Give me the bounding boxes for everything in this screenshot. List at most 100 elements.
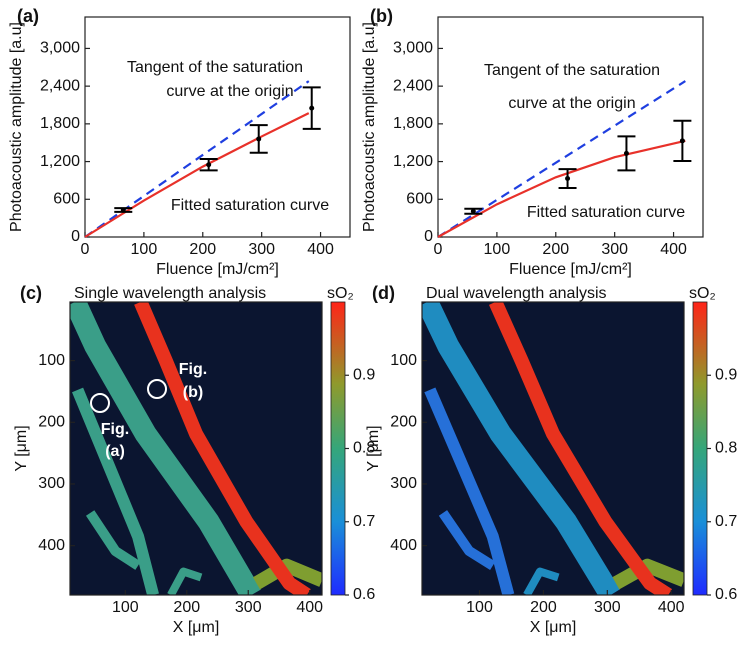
point	[309, 105, 315, 111]
y-tick-label: 100	[390, 352, 417, 369]
image-frame	[69, 301, 323, 596]
y-tick-label: 100	[38, 352, 65, 369]
x-tick-label: 200	[189, 241, 216, 258]
vessel	[252, 558, 322, 590]
colorbar	[330, 301, 346, 596]
x-tick-label: 200	[530, 599, 557, 616]
colorbar-tick-label: 0.7	[353, 513, 375, 530]
x-axis-label: X [μm]	[530, 619, 577, 636]
vessel	[438, 510, 496, 570]
colorbar	[692, 301, 708, 596]
vessel	[134, 302, 311, 595]
annotation: Tangent of the saturation	[127, 59, 303, 76]
point	[623, 150, 629, 156]
x-tick-label: 300	[594, 599, 621, 616]
y-tick-label: 0	[71, 228, 80, 245]
marker-circle	[147, 379, 167, 399]
annotation: curve at the origin	[508, 95, 635, 112]
y-tick-label: 300	[390, 475, 417, 492]
panel-label: (a)	[17, 6, 39, 26]
point	[470, 208, 476, 214]
annotation: Fitted saturation curve	[171, 197, 329, 214]
point	[565, 176, 571, 182]
fit-curve	[84, 112, 310, 238]
y-axis-label: Photoacoustic amplitude [a.u]	[361, 22, 378, 232]
y-tick-label: 2,400	[393, 77, 433, 94]
x-axis-label: X [μm]	[173, 619, 220, 636]
x-tick-label: 0	[434, 241, 443, 258]
annotation: Fitted saturation curve	[527, 204, 685, 221]
x-tick-label: 100	[131, 241, 158, 258]
y-tick-label: 400	[390, 537, 417, 554]
y-axis-label: Y [μm]	[365, 425, 382, 471]
colorbar-tick-label: 0.8	[715, 440, 737, 457]
x-tick-label: 400	[296, 599, 323, 616]
colorbar-tick-label: 0.6	[715, 586, 737, 603]
colorbar-label: sO₂	[327, 285, 354, 302]
colorbar-tick-label: 0.7	[715, 513, 737, 530]
y-tick-label: 1,200	[40, 153, 80, 170]
image-frame	[421, 301, 685, 596]
y-tick-label: 600	[406, 191, 433, 208]
panel-label: (d)	[372, 283, 395, 303]
vessel	[167, 567, 203, 595]
annotation: Fig.	[101, 421, 129, 438]
y-tick-label: 1,800	[40, 115, 80, 132]
panel-title: Single wavelength analysis	[74, 285, 266, 302]
vessel	[70, 302, 261, 595]
x-tick-label: 300	[601, 241, 628, 258]
y-tick-label: 3,000	[40, 40, 80, 57]
vessel	[424, 387, 515, 595]
colorbar-tick-label: 0.6	[353, 586, 375, 603]
y-tick-label: 300	[38, 475, 65, 492]
vessel	[422, 302, 621, 595]
colorbar-tick-label: 0.9	[353, 366, 375, 383]
colorbar-label: sO₂	[689, 285, 716, 302]
plot-frame	[84, 16, 351, 238]
y-axis-label: Y [μm]	[13, 425, 30, 471]
x-tick-label: 300	[248, 241, 275, 258]
vessel	[85, 510, 141, 570]
x-tick-label: 0	[81, 241, 90, 258]
y-tick-label: 1,200	[393, 153, 433, 170]
panel-label: (c)	[20, 283, 42, 303]
colorbar-tick-label: 0.9	[715, 366, 737, 383]
x-tick-label: 400	[307, 241, 334, 258]
vessel	[72, 387, 159, 595]
y-axis-label: Photoacoustic amplitude [a.u]	[8, 22, 25, 232]
vessel	[488, 302, 673, 595]
y-tick-label: 3,000	[393, 40, 433, 57]
annotation: Tangent of the saturation	[484, 62, 660, 79]
x-axis-label: Fluence [mJ/cm²]	[509, 261, 632, 278]
x-tick-label: 200	[173, 599, 200, 616]
y-tick-label: 200	[38, 414, 65, 431]
x-tick-label: 100	[112, 599, 139, 616]
point	[256, 136, 262, 142]
vessel	[523, 567, 560, 595]
point	[206, 162, 212, 168]
point	[120, 207, 126, 213]
x-tick-label: 400	[658, 599, 685, 616]
y-tick-label: 600	[53, 191, 80, 208]
annotation: (b)	[183, 384, 203, 401]
x-tick-label: 100	[484, 241, 511, 258]
x-tick-label: 200	[542, 241, 569, 258]
plot-frame	[437, 16, 704, 238]
panel-label: (b)	[370, 6, 393, 26]
y-tick-label: 1,800	[393, 115, 433, 132]
x-tick-label: 300	[235, 599, 262, 616]
annotation: curve at the origin	[166, 83, 293, 100]
tangent-line	[437, 80, 686, 238]
x-axis-label: Fluence [mJ/cm²]	[156, 261, 279, 278]
annotation: Fig.	[179, 361, 207, 378]
annotation: (a)	[105, 443, 125, 460]
y-tick-label: 0	[424, 228, 433, 245]
y-tick-label: 2,400	[40, 77, 80, 94]
point	[679, 138, 685, 144]
vessel	[612, 558, 684, 590]
panel-title: Dual wavelength analysis	[426, 285, 607, 302]
x-tick-label: 400	[660, 241, 687, 258]
x-tick-label: 100	[466, 599, 493, 616]
colorbar-tick-label: 0.8	[353, 440, 375, 457]
